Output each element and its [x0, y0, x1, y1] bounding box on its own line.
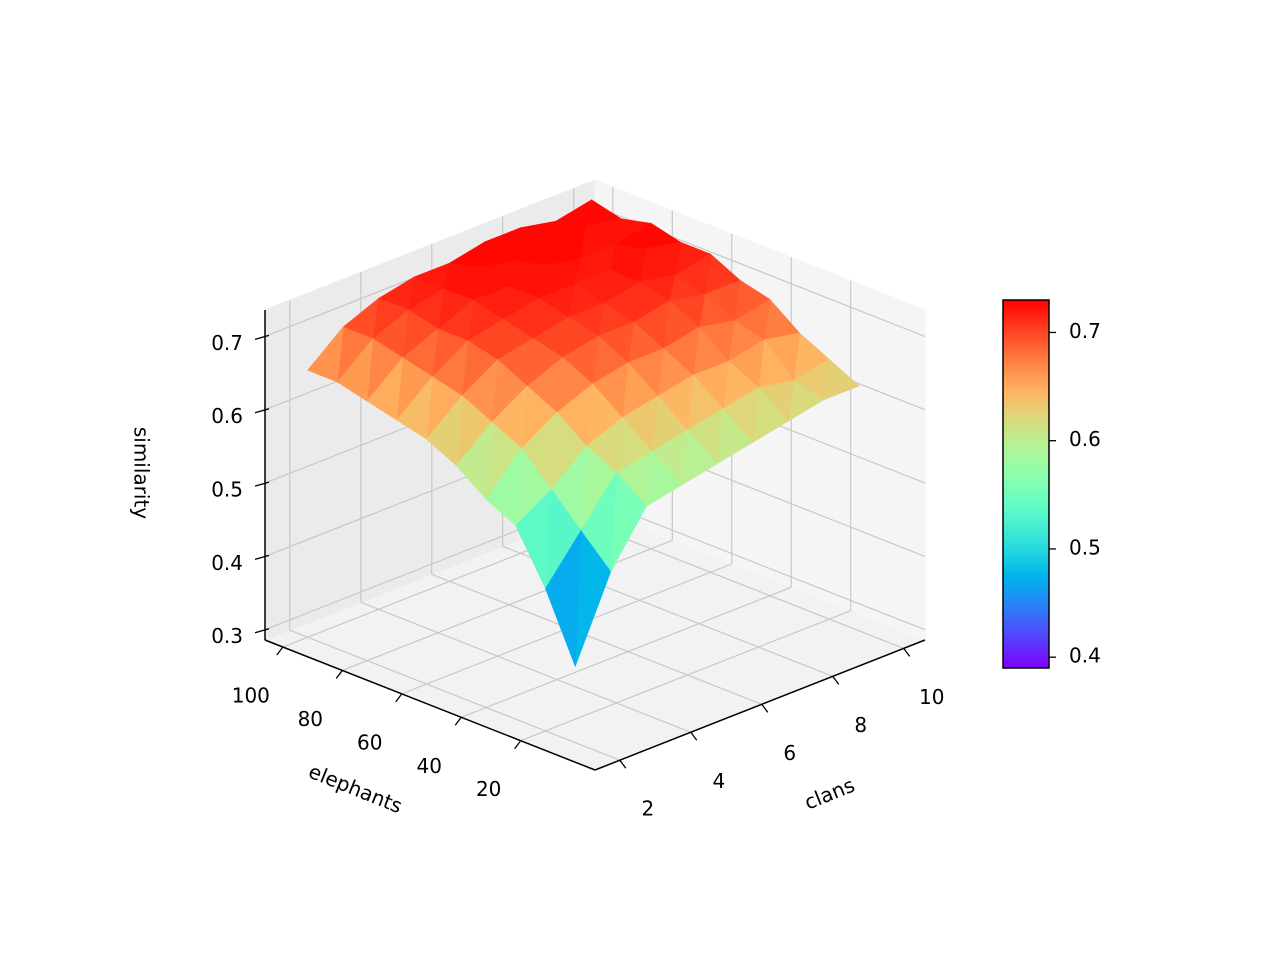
z-tick: [254, 481, 270, 487]
z-tick-label: 0.3: [211, 624, 243, 648]
x-tick: [690, 731, 698, 741]
y-tick-label: 40: [416, 754, 441, 778]
y-tick-label: 80: [298, 707, 323, 731]
z-tick-label: 0.5: [211, 478, 243, 502]
y-tick-label: 20: [476, 777, 501, 801]
surface-facet: [485, 447, 522, 527]
x-axis-line: [594, 639, 926, 771]
surface-facet: [515, 488, 552, 589]
y-tick: [335, 670, 343, 679]
surface-facet: [396, 375, 433, 440]
y-tick-label: 100: [232, 684, 270, 708]
x-axis-label: clans: [801, 773, 858, 815]
x-tick-label: 10: [919, 685, 944, 709]
surface-facet: [426, 394, 463, 467]
z-axis-label: similarity: [130, 427, 154, 519]
surface-facet: [336, 337, 374, 402]
x-tick: [761, 703, 769, 713]
surface-facet: [455, 421, 493, 500]
z-tick: [254, 554, 270, 561]
colorbar-tick-label: 0.7: [1069, 319, 1101, 343]
z-tick-label: 0.6: [211, 404, 243, 428]
y-tick-label: 60: [357, 730, 382, 754]
grid-line: [360, 601, 692, 733]
y-tick: [514, 740, 522, 750]
y-tick: [454, 716, 462, 726]
z-tick: [254, 334, 270, 341]
colorbar-tick-label: 0.4: [1069, 644, 1101, 668]
colorbar-tick-label: 0.5: [1069, 535, 1101, 559]
y-tick: [276, 646, 284, 656]
x-tick: [832, 675, 840, 685]
z-tick-label: 0.7: [211, 331, 243, 355]
grid-line: [520, 610, 851, 742]
grid-line: [594, 499, 926, 631]
x-tick: [619, 759, 627, 769]
z-tick: [254, 628, 270, 634]
x-tick-label: 6: [783, 741, 796, 765]
colorbar: [1002, 299, 1050, 669]
surface-facet: [366, 356, 404, 421]
colorbar-tick-label: 0.6: [1069, 427, 1101, 451]
grid-line: [342, 539, 673, 672]
z-tick: [254, 408, 270, 414]
x-tick-label: 4: [712, 769, 725, 793]
grid-line: [289, 629, 621, 761]
grid-line: [431, 573, 762, 705]
y-tick: [395, 693, 403, 703]
y-axis-label: elephants: [305, 759, 406, 818]
grid-line: [573, 517, 904, 649]
x-tick-label: 2: [641, 797, 654, 821]
x-tick: [903, 647, 911, 657]
surface-facet: [545, 529, 582, 667]
x-tick-label: 8: [854, 713, 867, 737]
y-axis-line: [264, 639, 596, 771]
z-tick-label: 0.4: [211, 551, 243, 575]
surface-facet: [307, 326, 344, 383]
grid-line: [460, 586, 792, 718]
